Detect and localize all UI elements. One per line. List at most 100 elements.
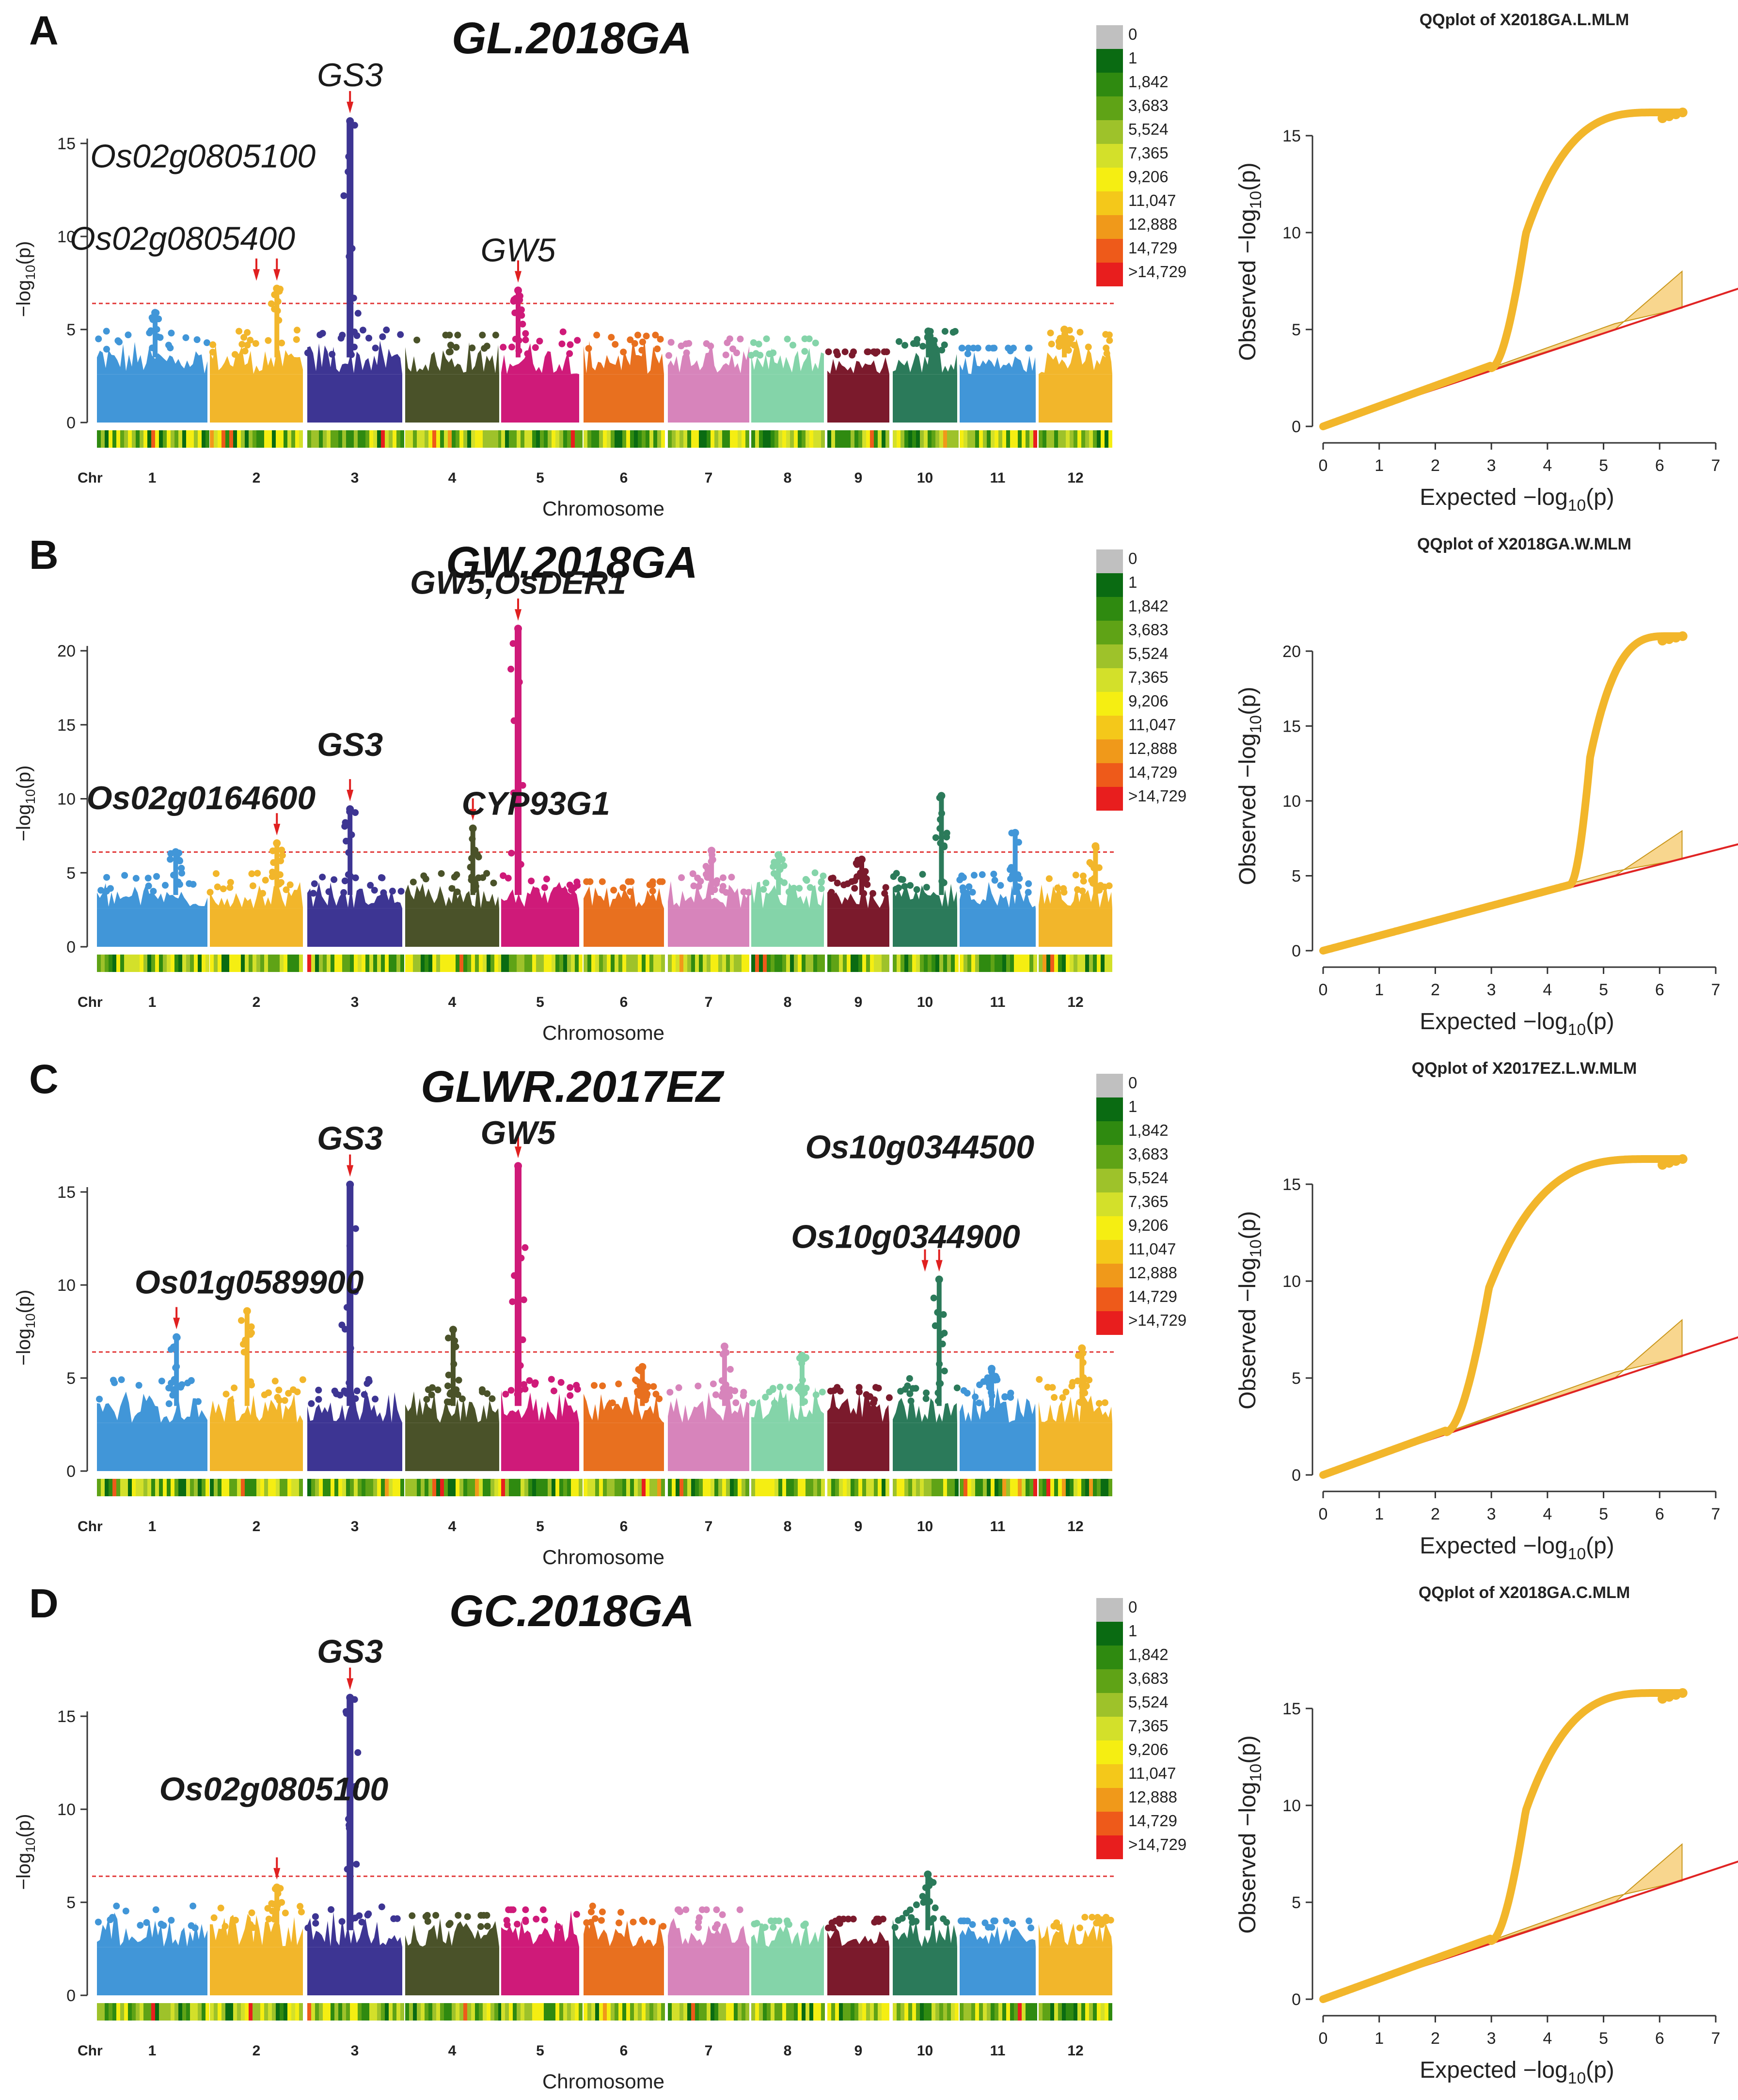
snp-point <box>913 1918 920 1925</box>
density-cell <box>428 2003 432 2021</box>
chr-body <box>210 908 303 947</box>
density-cell <box>264 430 268 448</box>
peak-point <box>857 855 866 863</box>
density-cell <box>151 430 155 448</box>
snp-point <box>285 1390 292 1397</box>
density-cell <box>591 955 595 972</box>
peak-column <box>936 1279 942 1406</box>
density-cell <box>1014 1479 1018 1496</box>
snp-point <box>1027 1924 1035 1931</box>
density-cell <box>774 1479 778 1496</box>
density-cell <box>924 955 928 972</box>
snp-point <box>96 1395 103 1403</box>
snp-point <box>454 888 461 895</box>
density-cell <box>448 430 452 448</box>
density-cell <box>687 2003 691 2021</box>
density-cell <box>237 430 241 448</box>
density-cell <box>1014 955 1018 972</box>
chr-envelope <box>751 881 824 909</box>
qq-title: QQplot of X2017EZ.L.W.MLM <box>1412 1059 1637 1078</box>
snp-point <box>593 331 600 339</box>
density-cell <box>471 955 475 972</box>
density-cell <box>742 430 745 448</box>
density-cell <box>821 955 825 972</box>
snp-point <box>1050 1923 1058 1930</box>
density-cell <box>373 1479 377 1496</box>
density-cell <box>448 1479 452 1496</box>
y-tick-label: 10 <box>57 1276 76 1295</box>
legend-swatch <box>1096 1121 1123 1145</box>
density-cell <box>979 1479 983 1496</box>
density-cell <box>1022 430 1026 448</box>
snp-point <box>970 872 978 879</box>
snp-point <box>850 1915 857 1923</box>
density-cell <box>668 1479 672 1496</box>
density-cell <box>790 430 794 448</box>
snp-point <box>851 885 858 892</box>
density-cell <box>463 430 467 448</box>
red-arrow-icon <box>347 789 354 801</box>
density-cell <box>571 955 575 972</box>
density-cell <box>866 955 870 972</box>
density-cell <box>218 430 221 448</box>
snp-point <box>969 889 976 896</box>
snp-point <box>682 1906 690 1913</box>
density-cell <box>205 430 209 448</box>
density-cell <box>377 955 381 972</box>
snp-point <box>514 1391 521 1398</box>
y-axis-label: −log10(p) <box>13 241 38 317</box>
snp-point <box>340 889 348 896</box>
snp-point <box>913 1901 920 1909</box>
chr-envelope <box>405 879 499 909</box>
density-cell <box>1026 430 1029 448</box>
density-cell <box>587 955 591 972</box>
chr-body <box>751 1947 824 1995</box>
snp-point <box>976 1381 983 1388</box>
qq-x-tick-label: 7 <box>1711 1505 1721 1523</box>
qq-x-tick-label: 2 <box>1431 456 1440 475</box>
density-cell <box>584 430 587 448</box>
density-cell <box>440 955 444 972</box>
snp-point <box>853 873 861 880</box>
density-cell <box>1085 2003 1089 2021</box>
density-cell <box>806 2003 809 2021</box>
snp-point <box>275 1386 283 1394</box>
peak-point <box>924 1870 932 1879</box>
chr-body <box>584 908 664 947</box>
density-cell <box>315 1479 319 1496</box>
snp-point <box>536 338 543 345</box>
density-cell <box>459 1479 463 1496</box>
density-cell <box>979 2003 983 2021</box>
qq-x-tick-label: 6 <box>1655 2029 1664 2048</box>
density-cell <box>245 430 249 448</box>
snp-point <box>1015 883 1022 890</box>
density-cell <box>703 1479 707 1496</box>
snp-point <box>1095 1400 1103 1407</box>
chr-body <box>960 1423 1036 1471</box>
snp-point <box>352 1288 359 1295</box>
chr-body <box>307 908 402 947</box>
qq-x-tick-label: 0 <box>1319 2029 1328 2048</box>
density-cell <box>280 430 284 448</box>
density-cell <box>182 2003 186 2021</box>
density-cell <box>683 2003 687 2021</box>
legend-label: 7,365 <box>1128 144 1169 162</box>
density-cell <box>858 430 862 448</box>
peak-column <box>347 1697 354 1930</box>
snp-point <box>806 884 814 891</box>
density-cell <box>730 2003 734 2021</box>
density-cell <box>885 1479 889 1496</box>
density-cell <box>734 1479 738 1496</box>
density-cell <box>548 430 552 448</box>
density-cell <box>342 2003 346 2021</box>
legend-label: >14,729 <box>1128 787 1186 805</box>
density-cell <box>975 955 979 972</box>
chr-tick-label: 2 <box>253 2043 261 2059</box>
density-cell <box>1046 955 1050 972</box>
snp-point <box>932 834 939 841</box>
density-cell <box>385 955 389 972</box>
density-cell <box>939 1479 943 1496</box>
density-cell <box>128 955 132 972</box>
chr-1-points <box>95 1902 207 1995</box>
chr-body <box>584 1947 664 1995</box>
